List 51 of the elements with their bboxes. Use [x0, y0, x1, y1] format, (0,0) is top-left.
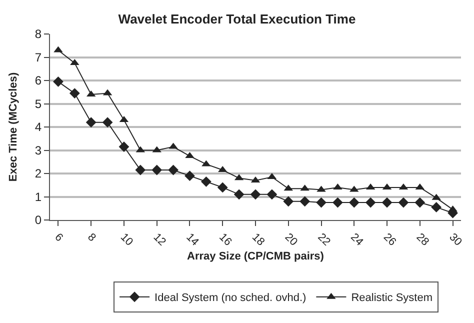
- point: [266, 189, 278, 200]
- x-axis-title: Array Size (CP/CMB pairs): [187, 250, 324, 263]
- chart-title: Wavelet Encoder Total Execution Time: [118, 12, 356, 27]
- point: [365, 197, 376, 208]
- point: [250, 189, 261, 200]
- y-tick-label: 7: [34, 50, 42, 64]
- point: [316, 197, 326, 208]
- x-tick-label: 20: [282, 231, 300, 248]
- point: [234, 189, 244, 200]
- point: [69, 88, 80, 98]
- x-tick-label: 22: [315, 231, 332, 248]
- point: [217, 182, 228, 193]
- point: [184, 170, 195, 182]
- legend-label: Realistic System: [351, 292, 432, 304]
- legend-label: Ideal System (no sched. ovhd.): [154, 292, 306, 304]
- x-tick-label: 10: [118, 231, 136, 248]
- x-tick-label: 16: [216, 231, 234, 248]
- point: [414, 197, 426, 208]
- y-tick-label: 2: [34, 166, 42, 181]
- point: [431, 202, 442, 212]
- point: [118, 142, 130, 152]
- point: [283, 196, 294, 207]
- y-axis-title: Exec Time (MCycles): [8, 72, 20, 182]
- y-tick-label: 3: [34, 143, 42, 158]
- y-tick-label: 8: [34, 27, 42, 42]
- point: [135, 164, 146, 176]
- point: [152, 164, 162, 176]
- x-tick-label: 30: [446, 231, 464, 248]
- point: [102, 117, 113, 128]
- point: [300, 196, 310, 207]
- point: [168, 164, 178, 176]
- x-tick-label: 8: [85, 231, 98, 244]
- y-tick-label: 1: [34, 190, 42, 204]
- x-tick-label: 6: [52, 231, 66, 244]
- point: [53, 76, 64, 87]
- point: [200, 176, 212, 187]
- x-tick-label: 26: [381, 231, 398, 248]
- point: [332, 197, 343, 208]
- y-tick-label: 0: [34, 213, 42, 228]
- point: [86, 117, 96, 128]
- y-tick-label: 4: [34, 120, 42, 134]
- x-tick-label: 12: [150, 231, 168, 248]
- y-tick-label: 6: [34, 74, 42, 88]
- x-tick-label: 24: [348, 231, 366, 248]
- x-tick-label: 18: [249, 231, 267, 248]
- x-tick-label: 28: [414, 231, 432, 248]
- point: [398, 197, 409, 208]
- x-tick-label: 14: [184, 231, 201, 248]
- point: [382, 197, 392, 208]
- point: [348, 197, 360, 208]
- y-tick-label: 5: [34, 96, 42, 111]
